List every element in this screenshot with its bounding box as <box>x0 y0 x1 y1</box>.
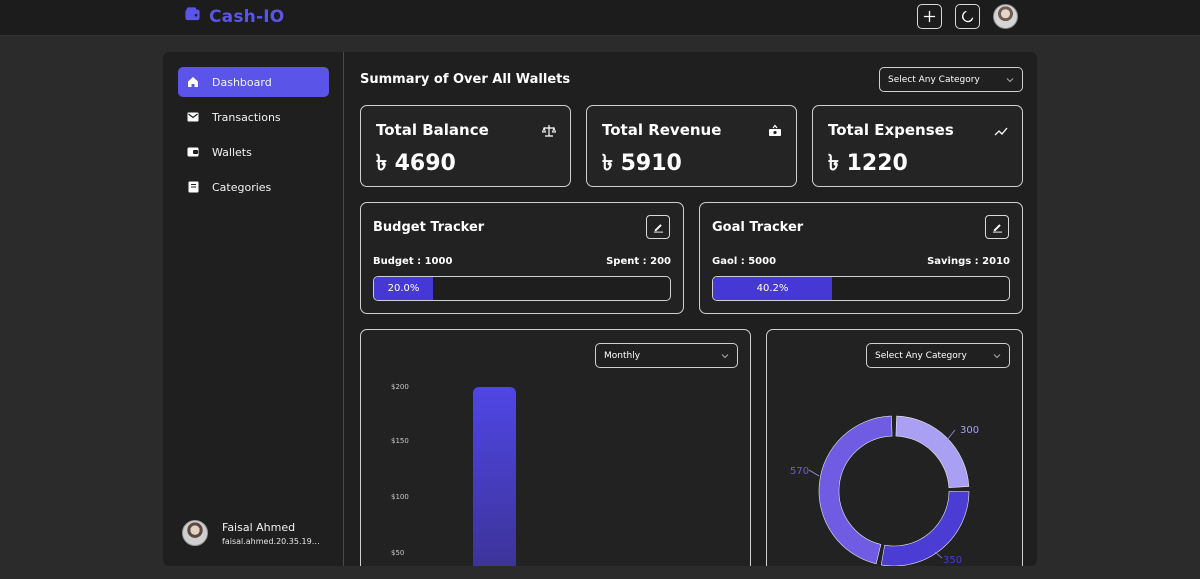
y-tick-label: $150 <box>391 437 409 445</box>
top-bar: Cash-IO <box>0 0 1200 36</box>
dashboard-panel: Dashboard Transactions Wallets Categorie… <box>163 52 1037 566</box>
period-select[interactable]: Monthly <box>595 343 738 368</box>
mail-icon <box>186 110 200 124</box>
wallet-icon <box>184 6 201 27</box>
scale-icon <box>542 125 556 137</box>
avatar <box>182 520 208 546</box>
y-tick-label: $100 <box>391 493 409 501</box>
donut-slice[interactable] <box>895 415 970 488</box>
user-name: Faisal Ahmed <box>222 520 296 534</box>
y-tick-label: $50 <box>391 549 405 557</box>
sidebar-item-dashboard[interactable]: Dashboard <box>178 67 329 97</box>
goal-progress-text: 40.2% <box>756 283 789 294</box>
theme-toggle-button[interactable] <box>955 4 980 29</box>
sidebar-item-label: Wallets <box>212 145 252 159</box>
donut-category-select[interactable]: Select Any Category <box>866 343 1010 368</box>
stat-value: ৳ 1220 <box>828 151 908 176</box>
user-profile[interactable]: Faisal Ahmed faisal.ahmed.20.35.197@g... <box>182 520 324 546</box>
donut-slice[interactable] <box>818 415 893 565</box>
app-name: Cash-IO <box>209 6 285 27</box>
money-icon <box>769 124 781 136</box>
spent-amount: Spent : 200 <box>606 256 671 267</box>
sidebar-item-label: Transactions <box>212 110 281 124</box>
goal-tracker: Goal Tracker Gaol : 5000 Savings : 2010 … <box>699 202 1023 314</box>
budget-progress-bar: 20.0% <box>373 276 671 301</box>
donut-leader-line <box>808 469 820 477</box>
sidebar-item-wallets[interactable]: Wallets <box>178 137 329 167</box>
goal-amount: Gaol : 5000 <box>712 256 777 267</box>
bar-chart-card: Monthly $200 $150 $100 $50 <box>360 329 751 566</box>
donut-label: 350 <box>943 555 963 566</box>
stat-value: ৳ 4690 <box>376 151 456 176</box>
stat-label: Total Balance <box>376 121 489 139</box>
sidebar-item-categories[interactable]: Categories <box>178 172 329 202</box>
edit-goal-button[interactable] <box>985 215 1009 239</box>
chevron-down-icon <box>993 353 1001 358</box>
stat-value: ৳ 5910 <box>602 151 682 176</box>
savings-amount: Savings : 2010 <box>927 256 1010 267</box>
donut-label: 300 <box>960 425 980 436</box>
chevron-down-icon <box>721 353 729 358</box>
stat-total-revenue: Total Revenue ৳ 5910 <box>586 105 797 187</box>
stat-total-balance: Total Balance ৳ 4690 <box>360 105 571 187</box>
trend-icon <box>994 127 1008 136</box>
bar <box>473 387 516 566</box>
goal-tracker-title: Goal Tracker <box>712 220 804 235</box>
brand[interactable]: Cash-IO <box>184 6 284 27</box>
sidebar: Dashboard Transactions Wallets Categorie… <box>163 52 344 566</box>
budget-tracker: Budget Tracker Budget : 1000 Spent : 200… <box>360 202 684 314</box>
donut-leader-line <box>946 429 956 441</box>
stat-label: Total Expenses <box>828 121 954 139</box>
goal-progress-bar: 40.2% <box>712 276 1010 301</box>
add-button[interactable] <box>917 4 942 29</box>
user-email: faisal.ahmed.20.35.197@g... <box>222 536 324 546</box>
wallet-icon <box>186 145 200 159</box>
avatar[interactable] <box>993 4 1018 29</box>
sidebar-item-transactions[interactable]: Transactions <box>178 102 329 132</box>
book-icon <box>186 180 200 194</box>
donut-category-select-value: Select Any Category <box>875 350 967 361</box>
edit-budget-button[interactable] <box>646 215 670 239</box>
stat-label: Total Revenue <box>602 121 722 139</box>
page-title: Summary of Over All Wallets <box>360 72 571 87</box>
bar-chart <box>473 387 516 566</box>
category-select[interactable]: Select Any Category <box>879 67 1023 92</box>
donut-leader-line <box>934 551 943 559</box>
budget-progress-fill <box>374 277 433 300</box>
stat-total-expenses: Total Expenses ৳ 1220 <box>812 105 1023 187</box>
category-select-value: Select Any Category <box>888 74 980 85</box>
edit-icon <box>653 223 663 233</box>
budget-progress-text: 20.0% <box>387 283 420 294</box>
period-select-value: Monthly <box>604 350 641 361</box>
donut-chart-card: Select Any Category 300 570 350 <box>766 329 1023 566</box>
budget-amount: Budget : 1000 <box>373 256 453 267</box>
donut-chart <box>808 415 970 566</box>
moon-icon <box>962 10 974 23</box>
plus-icon <box>923 10 936 23</box>
donut-label: 570 <box>790 466 810 477</box>
goal-progress-fill <box>713 277 832 300</box>
home-icon <box>186 75 200 89</box>
edit-icon <box>992 223 1002 233</box>
y-tick-label: $200 <box>391 383 409 391</box>
budget-tracker-title: Budget Tracker <box>373 220 485 235</box>
sidebar-item-label: Categories <box>212 180 272 194</box>
sidebar-item-label: Dashboard <box>212 75 272 89</box>
chevron-down-icon <box>1006 77 1014 82</box>
donut-slice[interactable] <box>880 491 970 566</box>
